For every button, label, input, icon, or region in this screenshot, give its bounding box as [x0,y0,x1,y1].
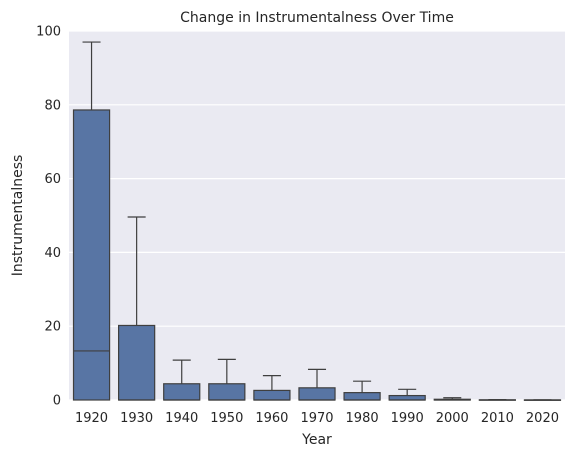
x-tick-label: 2020 [526,411,559,426]
box-2000 [433,397,471,401]
y-tick-label: 60 [44,172,61,187]
y-tick-label: 0 [53,394,61,409]
y-axis-label: Instrumentalness [10,155,26,277]
box-series [72,41,562,401]
box-1940 [163,359,201,401]
y-axis-ticks: 0 20 40 60 80 100 [36,25,61,409]
x-tick-label: 1930 [120,411,153,426]
box-iqr [343,392,381,401]
x-tick-label: 1950 [210,411,243,426]
y-tick-label: 100 [36,25,61,40]
x-tick-label: 1940 [165,411,198,426]
box-iqr [117,324,156,401]
x-axis-label: Year [301,432,332,448]
y-tick-label: 40 [44,246,61,261]
box-iqr [298,387,336,401]
y-tick-label: 80 [44,98,61,113]
box-iqr [388,394,426,401]
box-1960 [253,375,291,401]
box-1950 [208,358,246,401]
box-1970 [298,368,336,401]
box-iqr [163,383,201,401]
x-tick-label: 1960 [255,411,288,426]
x-tick-label: 1990 [391,411,424,426]
chart-title: Change in Instrumentalness Over Time [180,10,454,26]
x-tick-label: 1970 [300,411,333,426]
box-2020 [523,399,562,401]
box-1990 [388,388,426,401]
x-tick-label: 2000 [436,411,469,426]
box-iqr [253,389,291,401]
x-tick-label: 1920 [75,411,108,426]
box-1920 [72,41,111,401]
y-tick-label: 20 [44,320,61,335]
x-tick-label: 2010 [481,411,514,426]
box-iqr [72,109,111,401]
box-iqr [208,383,246,401]
box-2010 [478,399,516,401]
box-1980 [343,380,381,401]
box-1930 [117,216,156,401]
x-tick-label: 1980 [346,411,379,426]
x-axis-ticks: 1920 1930 1940 1950 1960 1970 1980 1990 2000 2010… [75,411,559,426]
